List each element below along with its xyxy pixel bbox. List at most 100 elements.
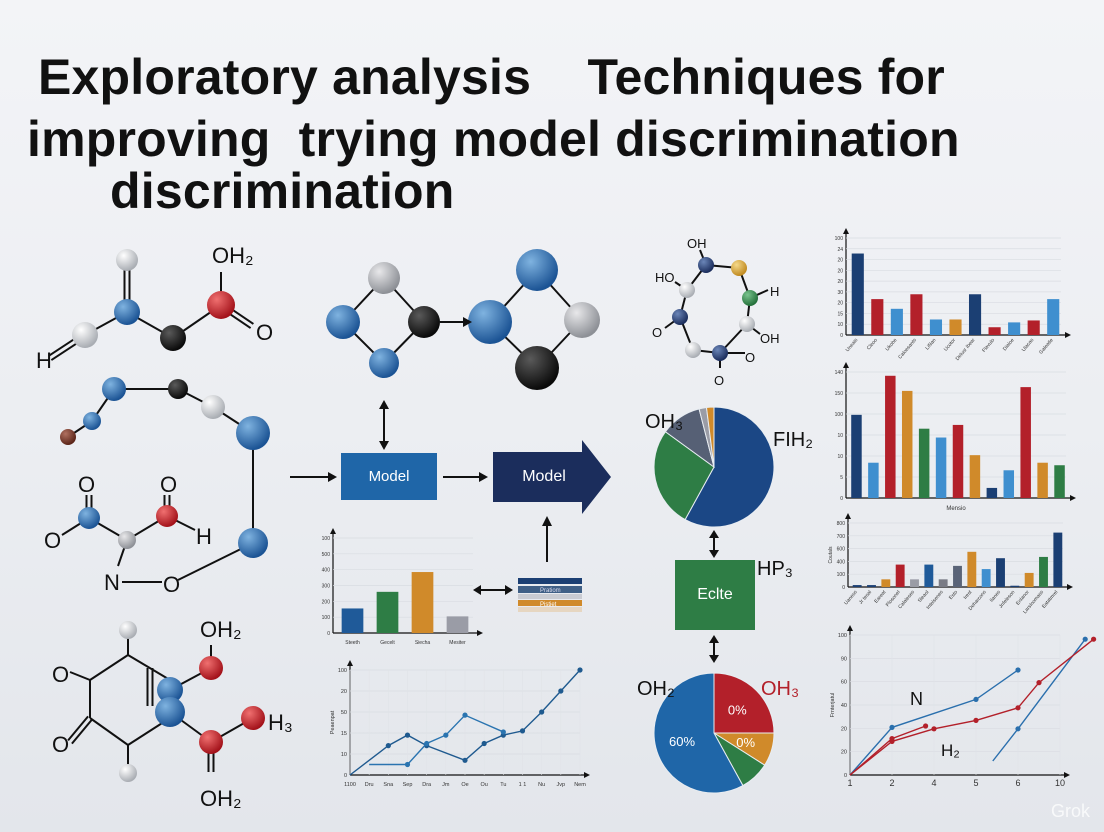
y-tick-label: 90 bbox=[841, 656, 847, 662]
bar bbox=[1020, 387, 1031, 498]
arrowhead-icon bbox=[463, 317, 472, 327]
atom-black bbox=[160, 325, 186, 351]
atom-black bbox=[408, 306, 440, 338]
data-point bbox=[1036, 680, 1042, 686]
data-point bbox=[923, 723, 929, 729]
pie-slice bbox=[684, 406, 775, 528]
atom-white bbox=[679, 282, 695, 298]
bar bbox=[968, 294, 982, 335]
x-tick-label: Dru bbox=[365, 782, 374, 788]
model-box[interactable]: Model bbox=[341, 453, 437, 500]
arrowhead-icon bbox=[379, 400, 389, 409]
data-point bbox=[1091, 636, 1097, 642]
data-point bbox=[931, 726, 937, 732]
atom-label: HO bbox=[655, 270, 675, 285]
atom-gray bbox=[564, 302, 600, 338]
data-point bbox=[973, 696, 979, 703]
model-box-label: Model bbox=[368, 468, 410, 485]
bar bbox=[895, 564, 905, 587]
y-tick-label: 0 bbox=[840, 496, 843, 502]
atom-white bbox=[119, 621, 137, 639]
x-tick-label: Galeatle bbox=[1038, 337, 1055, 355]
y-tick-label: 300 bbox=[322, 584, 331, 590]
bar bbox=[851, 253, 864, 335]
atom-blue bbox=[102, 377, 126, 401]
flow-arrows: Pratiom Pistiet bbox=[290, 400, 719, 663]
x-tick-label: Sleaol bbox=[917, 589, 931, 604]
x-tick-label: Ulacas bbox=[1021, 337, 1036, 353]
data-point bbox=[577, 667, 583, 673]
y-axis-arrow-icon bbox=[845, 513, 851, 519]
x-tick-label: Ilanes bbox=[989, 589, 1002, 603]
bar bbox=[949, 319, 962, 335]
data-point bbox=[424, 740, 430, 747]
x-tick-label: Ucotor bbox=[943, 337, 957, 352]
x-tick-label: Jm bbox=[442, 782, 450, 788]
pie-slice bbox=[653, 672, 744, 794]
bar bbox=[1039, 556, 1048, 587]
y-tick-label: 100 bbox=[322, 536, 331, 542]
y-tick-label: 10 bbox=[341, 752, 347, 758]
atom-blue bbox=[468, 300, 512, 344]
x-tick-label: Dialoe bbox=[1002, 337, 1016, 352]
pie-slice bbox=[705, 406, 715, 468]
data-point bbox=[404, 761, 411, 768]
y-tick-label: 10 bbox=[837, 433, 843, 439]
data-point bbox=[443, 732, 449, 738]
bar bbox=[341, 608, 364, 633]
atom-blue bbox=[369, 348, 399, 378]
data-point bbox=[889, 724, 895, 731]
legend-label: Pistiet bbox=[540, 602, 557, 608]
arrowhead-icon bbox=[709, 530, 719, 538]
atom-black bbox=[515, 346, 559, 390]
y-tick-label: 100 bbox=[838, 633, 847, 639]
arrowhead-icon bbox=[709, 550, 719, 558]
atom-blue bbox=[114, 299, 140, 325]
atom-label: OH bbox=[687, 236, 707, 251]
y-tick-label: 50 bbox=[341, 710, 347, 716]
arrowhead-icon bbox=[709, 635, 719, 643]
arrowhead-icon bbox=[473, 585, 481, 595]
data-point bbox=[1082, 636, 1088, 642]
y-axis-arrow-icon bbox=[843, 362, 849, 368]
green-process-box[interactable]: Eclte bbox=[675, 560, 755, 630]
x-tick-label: 1 bbox=[847, 778, 852, 788]
atom-white bbox=[739, 316, 755, 332]
x-tick-label: Flavulo bbox=[981, 337, 996, 353]
atom-white bbox=[72, 322, 98, 348]
y-tick-label: 500 bbox=[322, 552, 331, 558]
y-tick-label: 100 bbox=[835, 236, 844, 242]
legend-band bbox=[518, 594, 582, 599]
atom-label: O bbox=[745, 350, 755, 365]
bar bbox=[1037, 462, 1048, 498]
x-tick-label: Esto bbox=[948, 589, 959, 601]
bar bbox=[868, 462, 879, 498]
bar bbox=[1047, 299, 1060, 335]
y-tick-label: 20 bbox=[841, 726, 847, 732]
atom-label: O bbox=[160, 472, 177, 497]
x-tick-label: Sep bbox=[403, 782, 413, 788]
x-tick-label: 4 bbox=[931, 778, 936, 788]
bar bbox=[938, 579, 948, 587]
x-tick-label: Lifilan bbox=[924, 337, 937, 351]
bar bbox=[935, 437, 947, 498]
bar bbox=[986, 487, 998, 498]
y-tick-label: 700 bbox=[837, 534, 846, 540]
x-tick-label: Mesiter bbox=[449, 640, 466, 646]
atom-label: O bbox=[163, 572, 180, 597]
data-point bbox=[889, 736, 895, 742]
y-tick-label: 20 bbox=[837, 279, 843, 285]
y-tick-label: 100 bbox=[338, 668, 347, 674]
atom-label: O bbox=[652, 325, 662, 340]
x-tick-label: 1100 bbox=[344, 782, 356, 788]
atom-blue bbox=[157, 677, 183, 703]
atom-yellow bbox=[731, 260, 747, 276]
atom-red bbox=[199, 656, 223, 680]
arrowhead-icon bbox=[328, 472, 337, 482]
data-point bbox=[385, 743, 391, 749]
y-tick-label: 0 bbox=[842, 585, 845, 591]
model-arrow[interactable]: Model bbox=[500, 452, 588, 502]
atom-gray bbox=[368, 262, 400, 294]
series-line-red-2 bbox=[849, 725, 926, 776]
y-tick-label: 30 bbox=[837, 290, 843, 296]
